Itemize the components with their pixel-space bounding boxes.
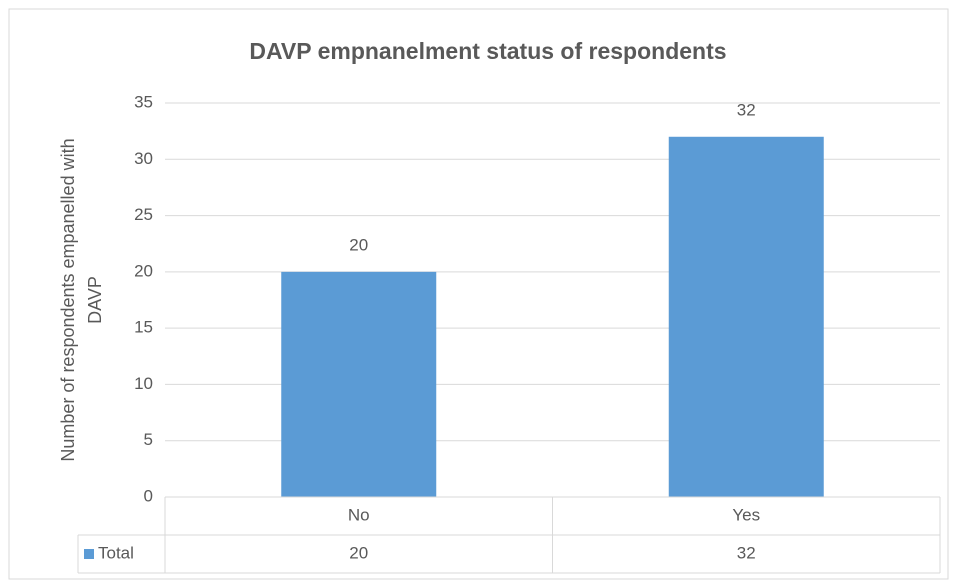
y-tick-label: 10 — [134, 374, 153, 393]
y-tick-label: 35 — [134, 92, 153, 111]
table-cell: 32 — [737, 543, 756, 562]
y-tick-label: 0 — [144, 486, 153, 505]
y-tick-label: 25 — [134, 205, 153, 224]
x-tick-label: Yes — [732, 505, 760, 524]
x-tick-label: No — [348, 505, 370, 524]
chart-title: DAVP empnanelment status of respondents — [249, 38, 726, 64]
data-label: 32 — [737, 100, 756, 119]
y-axis-label: Number of respondents empanelled with DA… — [58, 138, 105, 462]
chart-border — [8, 8, 949, 580]
legend-swatch — [84, 549, 94, 559]
y-tick-label: 30 — [134, 149, 153, 168]
legend-label: Total — [98, 543, 134, 562]
bar — [281, 271, 437, 497]
y-tick-label: 15 — [134, 318, 153, 337]
data-label: 20 — [349, 235, 368, 254]
table-cell: 20 — [349, 543, 368, 562]
y-tick-label: 20 — [134, 261, 153, 280]
y-tick-label: 5 — [144, 430, 153, 449]
bar — [668, 136, 824, 497]
